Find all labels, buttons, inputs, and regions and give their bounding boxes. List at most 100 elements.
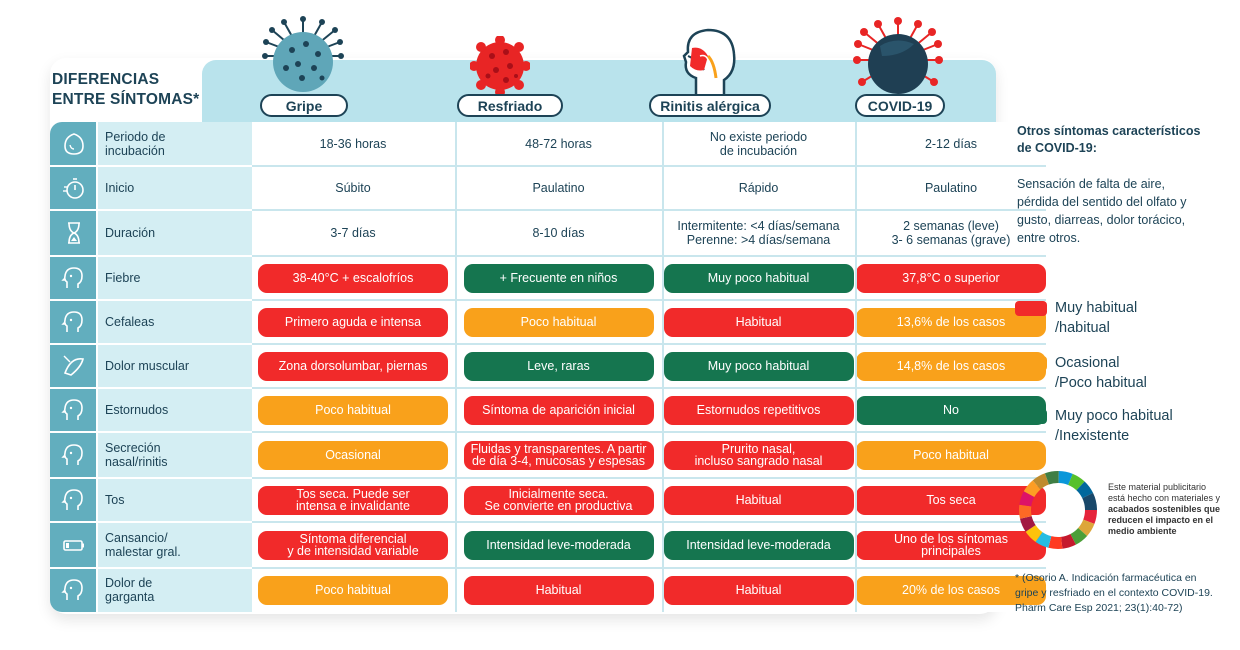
row-divider	[252, 431, 1046, 433]
row-label: Secreción nasal/rinitis	[97, 432, 252, 478]
table-cell: 48-72 horas	[456, 122, 661, 166]
row-divider	[50, 477, 252, 479]
table-cell: Ocasional	[252, 432, 454, 478]
severity-badge: 13,6% de los casos	[856, 307, 1046, 337]
column-header-gripe: Gripe	[260, 94, 348, 117]
table-cell: Intermitente: <4 días/semana Perenne: >4 …	[663, 210, 854, 256]
table-cell: 13,6% de los casos	[856, 300, 1046, 344]
table-cell: Muy poco habitual	[663, 344, 854, 388]
legend-muy-poco: Muy poco habitual/Inexistente	[1015, 406, 1195, 446]
row-label: Periodo de incubación	[97, 122, 252, 166]
row-divider	[252, 477, 1046, 479]
table-cell: Muy poco habitual	[663, 256, 854, 300]
low-battery-icon	[50, 522, 97, 568]
column-divider	[855, 122, 857, 612]
severity-badge: Poco habitual	[856, 440, 1046, 470]
cough-icon	[50, 478, 97, 522]
reference-citation: * (Osorio A. Indicación farmacéutica en …	[1015, 572, 1213, 614]
row-divider	[50, 343, 252, 345]
severity-badge: Habitual	[663, 307, 854, 337]
table-cell: Síntoma de aparición inicial	[456, 388, 661, 432]
row-divider	[252, 387, 1046, 389]
severity-badge: Muy poco habitual	[663, 263, 854, 293]
row-divider	[252, 209, 1046, 211]
column-divider	[455, 122, 457, 612]
severity-badge: No	[856, 395, 1046, 425]
row-divider	[50, 521, 252, 523]
table-cell: No	[856, 388, 1046, 432]
table-cell: 38-40°C + escalofríos	[252, 256, 454, 300]
column-divider	[96, 122, 98, 612]
table-cell: Leve, raras	[456, 344, 661, 388]
table-cell: Poco habitual	[252, 568, 454, 612]
table-cell: 37,8°C o superior	[856, 256, 1046, 300]
table-cell: Fluidas y transparentes. A partir de día …	[456, 432, 661, 478]
severity-badge: 38-40°C + escalofríos	[258, 263, 448, 293]
severity-badge: Muy poco habitual	[663, 351, 854, 381]
table-cell: 2 semanas (leve) 3- 6 semanas (grave)	[856, 210, 1046, 256]
row-divider	[252, 567, 1046, 569]
table-cell: Poco habitual	[252, 388, 454, 432]
row-divider	[50, 431, 252, 433]
table-cell: Súbito	[252, 166, 454, 210]
severity-badge: Poco habitual	[258, 575, 448, 605]
table-cell: Estornudos repetitivos	[663, 388, 854, 432]
row-divider	[252, 343, 1046, 345]
row-label: Cansancio/malestar gral.	[97, 522, 252, 568]
severity-badge: Tos seca. Puede ser intensa e invalidante	[258, 485, 448, 515]
table-cell: Primero aguda e intensa	[252, 300, 454, 344]
egg-icon	[50, 122, 97, 166]
table-cell: Tos seca. Puede ser intensa e invalidante	[252, 478, 454, 522]
page-title: DIFERENCIAS ENTRE SÍNTOMAS*	[52, 71, 200, 108]
table-cell: Habitual	[663, 300, 854, 344]
table-cell: Habitual	[456, 568, 661, 612]
row-divider	[252, 255, 1046, 257]
severity-badge: + Frecuente en niños	[463, 263, 654, 293]
table-cell: Prurito nasal, incluso sangrado nasal	[663, 432, 854, 478]
table-cell: Paulatino	[456, 166, 661, 210]
row-label: Fiebre	[97, 256, 252, 300]
severity-badge: Poco habitual	[258, 395, 448, 425]
table-cell: Intensidad leve-moderada	[456, 522, 661, 568]
other-symptoms-text: Sensación de falta de aire, pérdida del …	[1017, 177, 1187, 245]
table-cell: Paulatino	[856, 166, 1046, 210]
row-label: Tos	[97, 478, 252, 522]
sdg-wheel-icon	[1019, 471, 1097, 549]
table-cell: + Frecuente en niños	[456, 256, 661, 300]
row-label: Cefaleas	[97, 300, 252, 344]
table-cell: Intensidad leve-moderada	[663, 522, 854, 568]
severity-badge: Habitual	[663, 485, 854, 515]
table-cell: 8-10 días	[456, 210, 661, 256]
flu-virus-icon	[262, 16, 344, 92]
legend-swatch-orange	[1015, 356, 1047, 371]
table-cell: No existe periodo de incubación	[663, 122, 854, 166]
table-cell: 2-12 días	[856, 122, 1046, 166]
row-divider	[252, 165, 1046, 167]
legend-swatch-green	[1015, 409, 1047, 424]
table-cell: Poco habitual	[456, 300, 661, 344]
row-divider	[50, 387, 252, 389]
row-divider	[50, 299, 252, 301]
column-header-resfriado: Resfriado	[457, 94, 563, 117]
row-label: Dolor muscular	[97, 344, 252, 388]
severity-badge: Poco habitual	[463, 307, 654, 337]
severity-badge: Estornudos repetitivos	[663, 395, 854, 425]
severity-badge: Habitual	[463, 575, 654, 605]
severity-badge: Prurito nasal, incluso sangrado nasal	[663, 440, 854, 470]
headache-icon	[50, 300, 97, 344]
severity-badge: Primero aguda e intensa	[258, 307, 448, 337]
table-cell: Poco habitual	[856, 432, 1046, 478]
sustainability-note: Este material publicitario está hecho co…	[1108, 482, 1221, 536]
sore-throat-icon	[50, 568, 97, 612]
row-label: Duración	[97, 210, 252, 256]
severity-badge: Intensidad leve-moderada	[663, 530, 854, 560]
hourglass-icon	[50, 210, 97, 256]
table-cell: 3-7 días	[252, 210, 454, 256]
table-cell: Tos seca	[856, 478, 1046, 522]
severity-badge: 14,8% de los casos	[856, 351, 1046, 381]
severity-badge: Zona dorsolumbar, piernas	[258, 351, 448, 381]
runny-nose-icon	[50, 432, 97, 478]
legend-ocasional: Ocasional/Poco habitual	[1015, 353, 1195, 393]
severity-badge: Inicialmente seca. Se convierte en produc…	[463, 485, 654, 515]
column-divider	[662, 122, 664, 612]
